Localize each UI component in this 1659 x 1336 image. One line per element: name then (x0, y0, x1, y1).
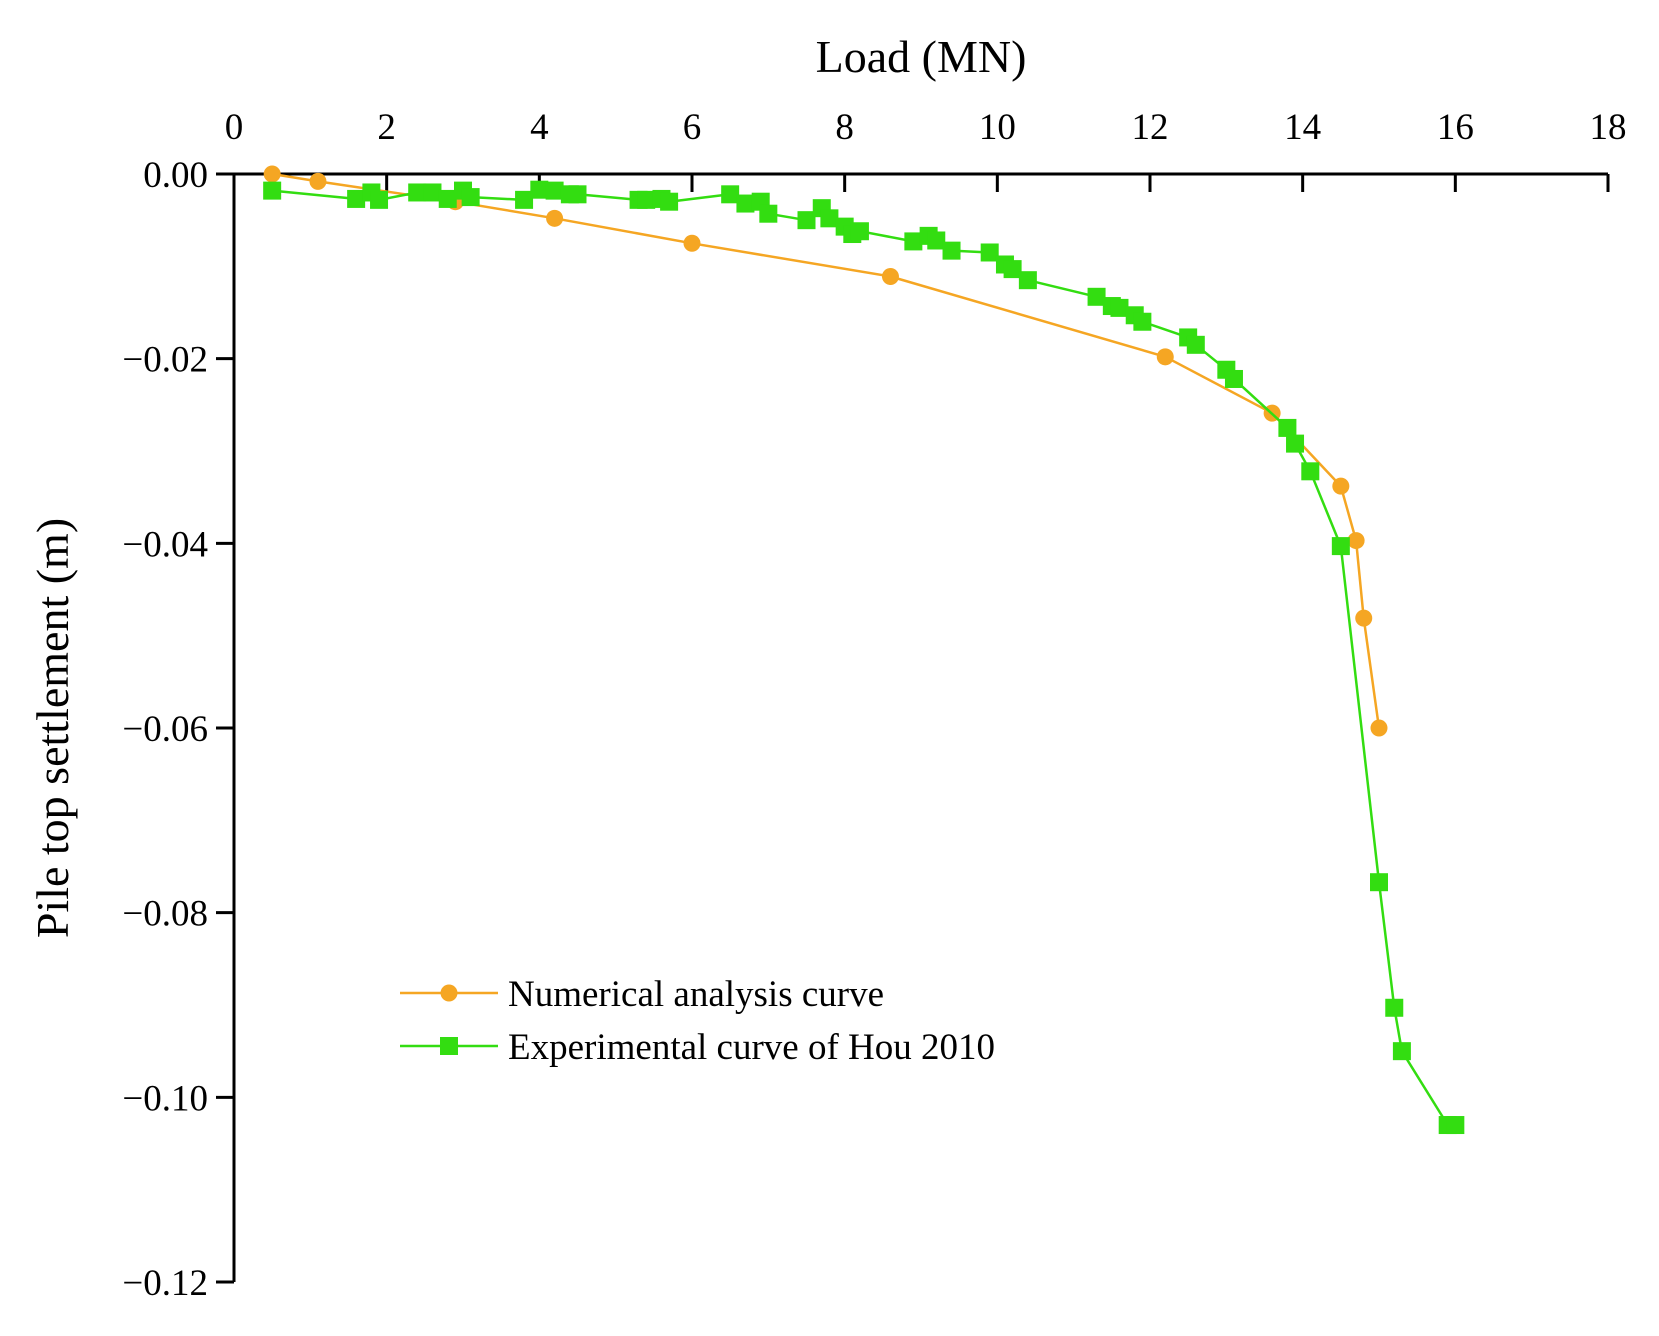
data-point (408, 183, 427, 202)
legend-marker-numerical (440, 984, 458, 1002)
x-tick-label: 0 (225, 107, 244, 148)
data-point (1278, 418, 1297, 437)
y-ticks: 0.00 −0.02 −0.04 −0.06 −0.08 −0.10 −0.12 (122, 155, 234, 1304)
x-axis: 0 2 4 6 8 10 12 14 16 18 Load (MN) (225, 31, 1627, 192)
y-tick-label: 0.00 (143, 155, 208, 196)
data-point (1370, 719, 1388, 737)
x-tick-label: 18 (1590, 107, 1627, 148)
data-point (759, 204, 778, 223)
y-tick-label: −0.08 (122, 894, 208, 935)
data-point (904, 232, 923, 251)
data-point (980, 243, 999, 262)
data-point (1301, 462, 1320, 481)
data-point (850, 222, 869, 241)
data-point (881, 267, 899, 285)
series-layer (263, 165, 1465, 1135)
data-point (1018, 271, 1037, 290)
legend: Numerical analysis curve Experimental cu… (400, 974, 995, 1068)
legend-label-numerical: Numerical analysis curve (508, 974, 884, 1015)
data-point (1370, 873, 1388, 892)
data-point (736, 194, 755, 213)
series-experimental (263, 180, 1465, 1135)
data-point (568, 185, 587, 204)
x-tick-label: 14 (1284, 107, 1321, 148)
series-line (272, 172, 1381, 729)
y-tick-label: −0.06 (122, 709, 208, 750)
data-point (942, 241, 961, 260)
y-tick-label: −0.04 (122, 524, 208, 565)
data-point (1355, 609, 1373, 627)
data-point (1286, 434, 1305, 453)
data-point (683, 234, 701, 252)
data-point (461, 188, 480, 207)
legend-item-numerical: Numerical analysis curve (400, 974, 884, 1015)
data-point (530, 180, 549, 199)
data-point (1347, 532, 1365, 550)
data-point (515, 190, 534, 209)
data-point (1385, 998, 1404, 1017)
data-point (820, 209, 839, 228)
data-point (1331, 537, 1350, 556)
data-point (660, 192, 679, 211)
data-point (1224, 369, 1243, 388)
data-point (637, 190, 656, 209)
y-tick-label: −0.10 (122, 1078, 208, 1119)
y-tick-label: −0.02 (122, 340, 208, 381)
data-point (438, 189, 457, 208)
data-point (1110, 298, 1129, 317)
data-point (927, 231, 946, 250)
data-point (1003, 260, 1022, 279)
legend-item-experimental: Experimental curve of Hou 2010 (400, 1027, 995, 1068)
data-point (721, 185, 740, 204)
legend-marker-experimental (440, 1037, 458, 1055)
x-tick-label: 16 (1437, 107, 1474, 148)
data-point (1446, 1116, 1465, 1135)
data-point (263, 165, 281, 183)
y-axis-title: Pile top settlement (m) (27, 518, 78, 938)
data-point (1392, 1042, 1411, 1061)
x-axis-title: Load (MN) (816, 31, 1027, 82)
x-tick-label: 10 (979, 107, 1016, 148)
data-point (1133, 312, 1152, 331)
data-point (1332, 477, 1350, 495)
data-point (347, 189, 366, 208)
data-point (370, 190, 389, 209)
series-numerical (263, 165, 1388, 737)
y-tick-label: −0.12 (122, 1263, 208, 1304)
x-tick-label: 12 (1132, 107, 1169, 148)
x-tick-label: 2 (377, 107, 396, 148)
data-point (546, 209, 564, 227)
data-point (1087, 287, 1106, 306)
data-point (545, 181, 564, 200)
data-point (263, 181, 282, 200)
x-tick-label: 8 (835, 107, 854, 148)
legend-label-experimental: Experimental curve of Hou 2010 (508, 1027, 995, 1068)
x-ticks: 0 2 4 6 8 10 12 14 16 18 (225, 107, 1627, 192)
data-point (797, 211, 816, 230)
data-point (1186, 335, 1205, 354)
data-point (1156, 348, 1174, 366)
x-tick-label: 6 (683, 107, 702, 148)
x-tick-label: 4 (530, 107, 549, 148)
y-axis: 0.00 −0.02 −0.04 −0.06 −0.08 −0.10 −0.12 Pile … (27, 155, 236, 1304)
data-point (309, 172, 327, 190)
data-point (423, 183, 442, 202)
